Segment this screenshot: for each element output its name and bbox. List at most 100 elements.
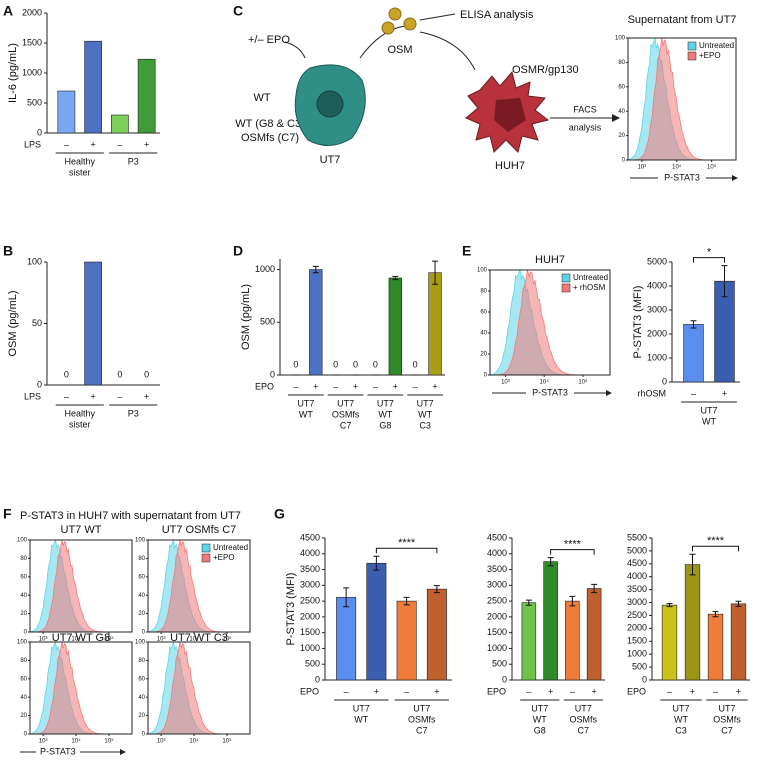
y-tick-label: 5500 <box>627 532 647 542</box>
y-tick-label: 50 <box>32 318 42 328</box>
error-bar <box>666 603 673 608</box>
arrowhead <box>732 175 738 181</box>
bar <box>309 269 323 376</box>
bar <box>707 613 724 681</box>
bar <box>428 272 442 376</box>
error-bar <box>373 555 380 571</box>
y-tick-label: 4500 <box>487 532 507 542</box>
factor-label: LPS <box>24 391 41 401</box>
bar-label: – <box>404 686 409 696</box>
y-tick-label: 20 <box>20 713 27 719</box>
group-label: UT7 <box>297 398 314 408</box>
plot-frame <box>489 269 611 376</box>
significance-label: **** <box>398 537 416 549</box>
bar <box>521 602 537 681</box>
error-bar <box>525 599 532 606</box>
y-tick-label: 2500 <box>300 595 320 605</box>
x-tick-label: 10⁴ <box>71 738 81 745</box>
group-label: UT7 <box>413 703 430 713</box>
bar <box>396 600 417 681</box>
group-label: C3 <box>675 725 687 735</box>
y-tick-label: 40 <box>20 695 27 701</box>
hist-title: UT7 WT <box>61 524 102 536</box>
bar-label: – <box>373 381 378 391</box>
bar-label: – <box>293 381 298 391</box>
group-label: sister <box>69 419 91 429</box>
y-tick-label: 4500 <box>627 558 647 568</box>
panel-letter: A <box>3 3 13 19</box>
hist-title: UT7 OSMfs C7 <box>162 524 237 536</box>
error-bar <box>392 275 399 281</box>
factor-label: EPO <box>487 686 506 696</box>
group-label: UT7 <box>700 405 717 415</box>
bar-label: – <box>117 139 122 149</box>
bar-label: + <box>432 381 437 391</box>
panel-letter: C <box>233 3 243 19</box>
nucleus <box>494 98 526 132</box>
y-tick-label: 20 <box>138 611 145 617</box>
factor-label: LPS <box>24 139 41 149</box>
y-tick-label: 60 <box>480 310 487 316</box>
hist-title: Supernatant from UT7 <box>628 14 737 26</box>
y-tick-label: 100 <box>135 538 146 544</box>
bar-label: – <box>344 686 349 696</box>
group-label: UT7 <box>337 398 354 408</box>
y-tick-label: 1500 <box>627 636 647 646</box>
y-tick-label: 0 <box>37 379 42 389</box>
x-tick-label: 10⁴ <box>189 738 199 745</box>
value-label: 0 <box>144 369 149 379</box>
group-label: OSMfs <box>569 714 597 724</box>
y-tick-label: 1000 <box>255 264 275 274</box>
group-label: WT <box>533 714 547 724</box>
panel-letter: E <box>462 243 471 259</box>
legend-swatch <box>201 553 211 563</box>
factor-label: EPO <box>255 381 274 391</box>
y-axis-label: IL-6 (pg/mL) <box>7 43 19 103</box>
y-tick-label: 3000 <box>647 304 667 314</box>
bar <box>388 277 402 376</box>
group-label: C3 <box>419 420 431 430</box>
bar <box>84 261 102 386</box>
arrow <box>419 13 456 21</box>
ut7-label: UT7 <box>320 154 341 166</box>
factor-label: rhOSM <box>637 388 666 398</box>
group-label: UT7 <box>672 703 689 713</box>
bar-label: + <box>90 139 95 149</box>
y-tick-label: 4000 <box>300 548 320 558</box>
y-tick-label: 100 <box>135 640 146 646</box>
y-tick-label: 80 <box>138 556 145 562</box>
y-tick-label: 100 <box>17 640 28 646</box>
x-tick-label: 10³ <box>501 380 510 386</box>
bar-label: + <box>374 686 379 696</box>
x-tick-label: 10⁴ <box>672 164 682 171</box>
y-tick-label: 3500 <box>300 564 320 574</box>
y-tick-label: 3000 <box>487 580 507 590</box>
group-label: WT <box>299 409 313 419</box>
arrowhead <box>120 749 126 755</box>
error-bar <box>432 260 439 285</box>
x-tick-label: 10⁵ <box>222 738 232 745</box>
y-tick-label: 1500 <box>22 37 42 47</box>
group-label: sister <box>69 167 91 177</box>
group-label: UT7 <box>575 703 592 713</box>
y-tick-label: 1000 <box>22 67 42 77</box>
y-tick-label: 20 <box>618 133 625 139</box>
group-label: UT7 <box>531 703 548 713</box>
group-label: P3 <box>128 408 139 418</box>
y-tick-label: 0 <box>270 369 275 379</box>
arrowhead <box>612 114 620 122</box>
x-tick-label: 10³ <box>157 739 166 745</box>
bar-label: – <box>713 686 718 696</box>
y-tick-label: 40 <box>618 109 625 115</box>
y-tick-label: 0 <box>642 674 647 684</box>
y-tick-label: 1000 <box>487 643 507 653</box>
group-label: WT <box>378 409 392 419</box>
bar-label: + <box>353 381 358 391</box>
y-tick-label: 3000 <box>627 597 647 607</box>
y-tick-label: 60 <box>20 574 27 580</box>
y-tick-label: 60 <box>138 676 145 682</box>
bar <box>565 600 580 681</box>
y-tick-label: 0 <box>315 674 320 684</box>
y-tick-label: 0 <box>484 373 488 379</box>
error-bar <box>591 583 598 594</box>
